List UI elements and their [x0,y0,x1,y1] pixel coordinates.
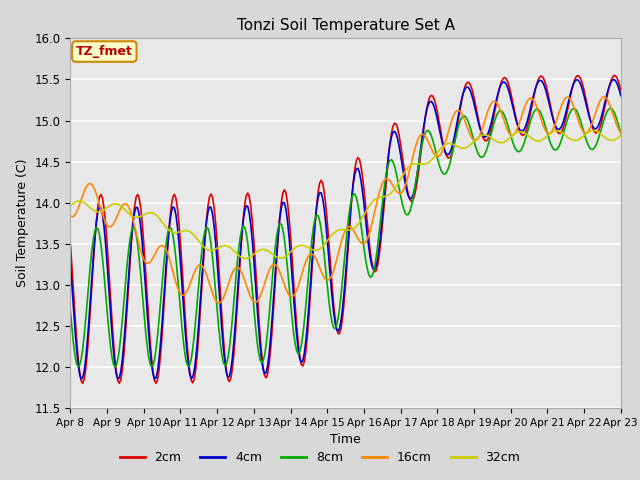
X-axis label: Time: Time [330,433,361,446]
Legend: 2cm, 4cm, 8cm, 16cm, 32cm: 2cm, 4cm, 8cm, 16cm, 32cm [115,446,525,469]
16cm [551,122,559,128]
32cm [241,256,248,262]
8cm [74,364,82,370]
32cm [551,128,559,134]
8cm [412,179,420,184]
32cm [169,229,177,235]
2cm [170,192,178,197]
32cm [617,132,625,138]
8cm [400,206,408,212]
2cm [412,186,420,192]
16cm [600,94,608,100]
Text: TZ_fmet: TZ_fmet [76,45,132,58]
Line: 32cm: 32cm [70,131,621,259]
Line: 4cm: 4cm [70,80,621,379]
2cm [617,87,625,93]
16cm [169,269,177,275]
16cm [400,187,408,192]
Title: Tonzi Soil Temperature Set A: Tonzi Soil Temperature Set A [237,18,454,33]
4cm [381,182,389,188]
8cm [170,242,178,248]
16cm [412,143,420,148]
4cm [400,172,408,178]
4cm [170,205,178,211]
16cm [82,185,90,191]
Line: 2cm: 2cm [70,75,621,384]
16cm [67,213,74,219]
4cm [83,340,91,346]
4cm [412,179,420,185]
2cm [83,351,91,357]
2cm [67,240,74,246]
32cm [82,201,90,206]
32cm [400,171,408,177]
4cm [609,77,617,83]
32cm [67,203,74,209]
4cm [77,376,85,382]
4cm [67,261,74,266]
32cm [381,193,389,199]
Line: 16cm: 16cm [70,97,621,303]
2cm [381,188,389,193]
2cm [611,72,618,78]
Line: 8cm: 8cm [70,108,621,367]
2cm [551,123,559,129]
16cm [381,176,389,182]
Y-axis label: Soil Temperature (C): Soil Temperature (C) [16,159,29,288]
8cm [83,299,91,304]
8cm [617,130,625,136]
16cm [215,300,223,306]
32cm [412,161,420,167]
8cm [381,177,389,182]
4cm [551,122,559,128]
8cm [67,308,74,314]
2cm [400,164,408,169]
32cm [589,128,597,133]
8cm [606,106,614,111]
2cm [79,381,86,386]
16cm [617,130,625,135]
4cm [617,93,625,98]
8cm [551,147,559,153]
